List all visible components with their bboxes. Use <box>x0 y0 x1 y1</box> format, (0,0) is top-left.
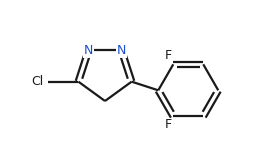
Text: F: F <box>165 49 172 62</box>
Text: N: N <box>117 44 126 57</box>
Text: Cl: Cl <box>31 75 43 88</box>
Text: F: F <box>165 118 172 131</box>
Text: N: N <box>84 44 93 57</box>
